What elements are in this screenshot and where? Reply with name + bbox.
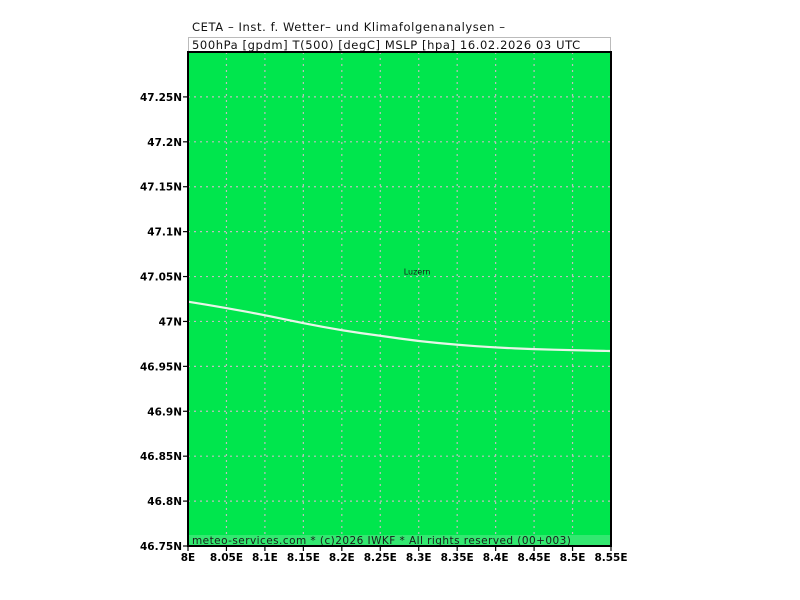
y-tick-label: 46.75N xyxy=(140,541,182,553)
map-subtitle: 500hPa [gpdm] T(500) [degC] MSLP [hpa] 1… xyxy=(188,37,611,52)
x-tick-label: 8.45E xyxy=(518,552,551,564)
map-title: CETA – Inst. f. Wetter– und Klimafolgena… xyxy=(192,20,506,34)
x-tick-label: 8.15E xyxy=(287,552,320,564)
y-tick-label: 47N xyxy=(159,316,182,328)
map-axes: 8E 8.05E 8.1E 8.15E 8.2E 8.25E 8.3E 8.35E 8.4E 8.… xyxy=(140,92,628,564)
copyright-footer: meteo-services.com * (c)2026 IWKF * All … xyxy=(192,535,571,547)
y-tick-label: 46.8N xyxy=(147,496,182,508)
map-cities: Luzern xyxy=(404,268,431,277)
map-frame xyxy=(187,51,612,547)
x-tick-label: 8E xyxy=(181,552,195,564)
x-tick-label: 8.3E xyxy=(406,552,432,564)
y-tick-label: 47.2N xyxy=(147,137,182,149)
pressure-contour-line xyxy=(186,300,613,353)
y-tick-label: 46.95N xyxy=(140,361,182,373)
x-tick-label: 8.35E xyxy=(441,552,474,564)
y-tick-label: 47.25N xyxy=(140,92,182,104)
y-tick-label: 47.15N xyxy=(140,182,182,194)
y-tick-label: 46.9N xyxy=(147,406,182,418)
y-tick-label: 46.85N xyxy=(140,451,182,463)
x-tick-label: 8.4E xyxy=(483,552,509,564)
x-tick-label: 8.5E xyxy=(560,552,586,564)
x-tick-label: 8.2E xyxy=(329,552,355,564)
x-tick-label: 8.05E xyxy=(210,552,243,564)
x-tick-label: 8.25E xyxy=(364,552,397,564)
y-tick-label: 47.1N xyxy=(147,227,182,239)
x-tick-label: 8.55E xyxy=(594,552,627,564)
footer-band xyxy=(188,535,611,546)
x-tick-label: 8.1E xyxy=(252,552,278,564)
map-grid xyxy=(188,52,611,546)
map-contours xyxy=(186,300,613,353)
map-background xyxy=(188,52,611,546)
y-tick-label: 47.05N xyxy=(140,272,182,284)
city-label: Luzern xyxy=(404,268,431,277)
